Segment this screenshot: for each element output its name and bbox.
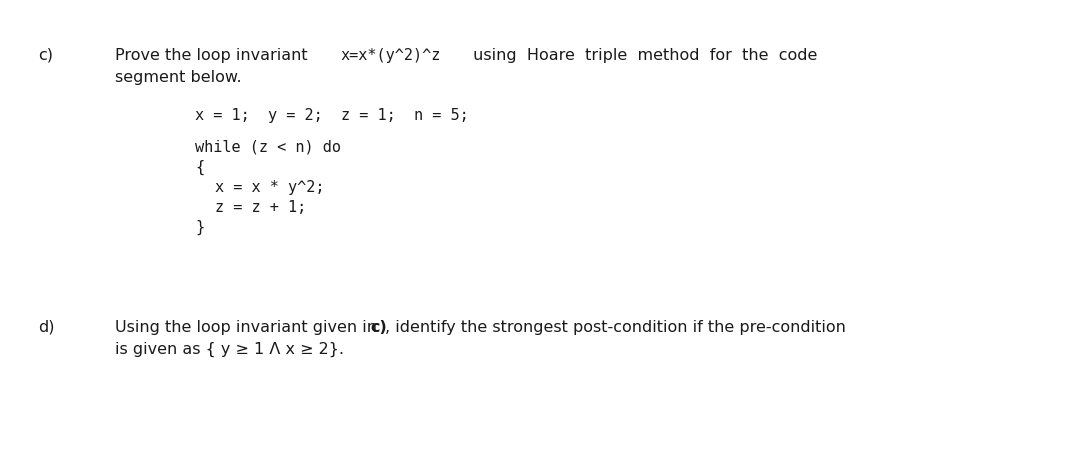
Text: {: { <box>195 160 204 175</box>
Text: x = x * y^2;: x = x * y^2; <box>215 180 324 195</box>
Text: d): d) <box>38 320 54 335</box>
Text: z = z + 1;: z = z + 1; <box>215 200 307 215</box>
Text: is given as { y ≥ 1 Λ x ≥ 2}.: is given as { y ≥ 1 Λ x ≥ 2}. <box>114 342 345 357</box>
Text: x=x*(y^2)^z: x=x*(y^2)^z <box>340 48 441 63</box>
Text: while (z < n) do: while (z < n) do <box>195 140 341 155</box>
Text: Using the loop invariant given in: Using the loop invariant given in <box>114 320 382 335</box>
Text: using  Hoare  triple  method  for  the  code: using Hoare triple method for the code <box>468 48 818 63</box>
Text: segment below.: segment below. <box>114 70 242 85</box>
Text: }: } <box>195 220 204 235</box>
Text: , identify the strongest post-condition if the pre-condition: , identify the strongest post-condition … <box>384 320 846 335</box>
Text: Prove the loop invariant: Prove the loop invariant <box>114 48 313 63</box>
Text: x = 1;  y = 2;  z = 1;  n = 5;: x = 1; y = 2; z = 1; n = 5; <box>195 108 469 123</box>
Text: c): c) <box>370 320 387 335</box>
Text: c): c) <box>38 48 53 63</box>
